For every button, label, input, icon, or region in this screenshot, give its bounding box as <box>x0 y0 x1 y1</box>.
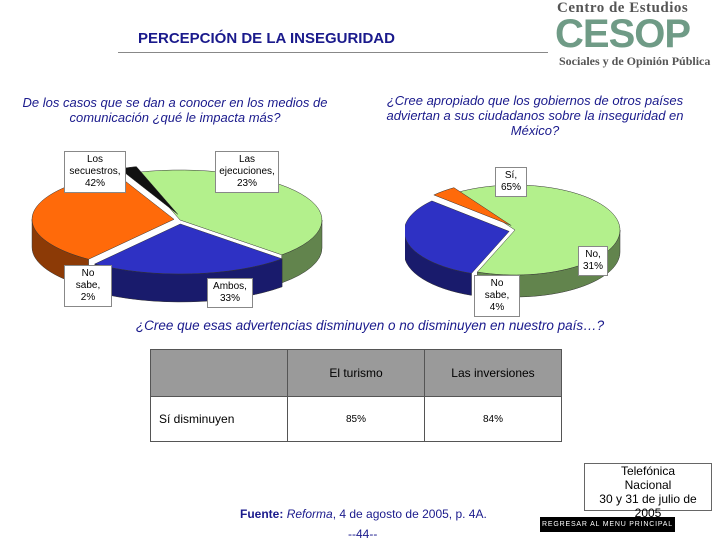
question-foreign-warnings: ¿Cree apropiado que los gobiernos de otr… <box>386 93 684 138</box>
pie1-label-ejecuciones: Las ejecuciones, 23% <box>215 151 279 193</box>
pie1-label-secuestros: Los secuestros, 42% <box>64 151 126 193</box>
survey-line: Nacional <box>624 478 672 492</box>
cesop-logo: Centro de Estudios CESOP Sociales y de O… <box>553 0 720 72</box>
survey-info: Telefónica Nacional 30 y 31 de julio de … <box>584 463 712 520</box>
table-row: Sí disminuyen 85% 84% <box>150 396 562 442</box>
pie-slice <box>405 200 510 274</box>
logo-bottom-text: Sociales y de Opinión Pública <box>559 54 711 68</box>
table-corner <box>150 349 288 397</box>
pie-slice <box>433 187 512 226</box>
page-title: PERCEPCIÓN DE LA INSEGURIDAD <box>138 30 395 47</box>
logo-main-text: CESOP <box>555 12 691 56</box>
source-note: Fuente: Reforma, 4 de agosto de 2005, p.… <box>240 507 487 521</box>
table-row-label: Sí disminuyen <box>150 396 288 442</box>
table-header: El turismo <box>287 349 425 397</box>
survey-line: 30 y 31 de julio de 2005 <box>599 492 697 520</box>
table-header: Las inversiones <box>424 349 562 397</box>
back-to-menu-button[interactable]: REGRESAR AL MENU PRINCIPAL <box>540 517 675 532</box>
pie2-label-si: Sí, 65% <box>495 167 527 197</box>
pie1-label-ambos: Ambos, 33% <box>207 278 253 308</box>
page-number: --44-- <box>348 527 378 541</box>
results-table: El turismo Las inversiones Sí disminuyen… <box>150 349 562 442</box>
pie1-label-nosabe: No sabe, 2% <box>64 265 112 307</box>
survey-line: Telefónica <box>620 464 676 478</box>
pie2-label-nosabe: No sabe, 4% <box>474 275 520 317</box>
question-reduce: ¿Cree que esas advertencias disminuyen o… <box>135 318 605 333</box>
logo-top-text: Centro de Estudios <box>557 0 689 16</box>
pie-slice <box>94 223 283 275</box>
pie2-label-no: No, 31% <box>578 246 608 276</box>
title-divider <box>118 52 548 53</box>
question-media-impact: De los casos que se dan a conocer en los… <box>22 95 328 125</box>
table-cell: 85% <box>287 396 425 442</box>
table-header-row: El turismo Las inversiones <box>150 349 562 397</box>
table-cell: 84% <box>424 396 562 442</box>
